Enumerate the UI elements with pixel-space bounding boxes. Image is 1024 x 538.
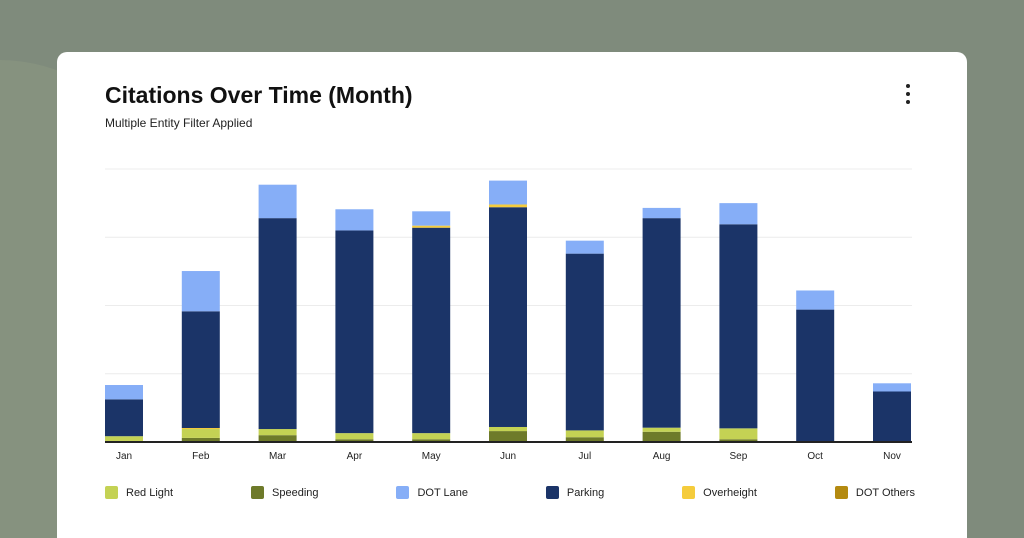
bar-dot-lane [489, 180, 527, 205]
legend-swatch [251, 486, 265, 499]
bar-dot-lane [719, 203, 758, 225]
legend-label: Red Light [126, 486, 174, 499]
bar-speeding [181, 437, 220, 442]
bar-speeding [719, 439, 758, 442]
bar-speeding [258, 435, 297, 442]
bar-speeding [412, 439, 451, 442]
legend-item[interactable]: Parking [545, 486, 605, 499]
legend-label: Overheight [703, 486, 757, 499]
legend-item[interactable]: DOT Others [834, 486, 915, 499]
chart-legend: Red Light Speeding DOT Lane Parking Overheig… [105, 486, 915, 499]
x-tick-label: Mar [269, 451, 287, 462]
bar-parking [258, 218, 297, 430]
x-tick-label: Jul [578, 451, 591, 462]
chart-card: Citations Over Time (Month) Multiple Ent… [57, 52, 967, 538]
bar-parking [796, 309, 835, 442]
x-tick-label: Nov [883, 451, 901, 462]
bar-red-light [181, 429, 220, 438]
legend-swatch [834, 486, 848, 499]
legend-swatch [545, 486, 559, 499]
x-tick-label: Oct [807, 451, 823, 462]
legend-item[interactable]: Speeding [251, 486, 319, 499]
bar-red-light [258, 429, 297, 436]
legend-swatch [396, 486, 410, 499]
legend-swatch [105, 486, 118, 499]
bar-red-light [565, 430, 604, 438]
legend-label: DOT Lane [417, 486, 468, 499]
x-tick-label: Sep [730, 451, 748, 462]
bar-dot-lane [335, 209, 374, 231]
chart-title: Citations Over Time (Month) [105, 82, 413, 108]
bar-parking [565, 253, 604, 431]
bar-parking [489, 207, 527, 427]
bar-dot-lane [565, 240, 604, 254]
chart-subtitle: Multiple Entity Filter Applied [105, 116, 253, 130]
x-tick-label: May [422, 451, 441, 462]
x-tick-label: Jan [116, 451, 132, 462]
bar-parking [105, 399, 143, 437]
bar-red-light [719, 428, 758, 440]
bar-dot-lane [105, 385, 143, 400]
chart-plot: Jan Feb Mar Apr May Jun Jul Aug Sep Oct Nov [105, 168, 912, 462]
kebab-vertical-icon[interactable] [901, 84, 915, 110]
bar-red-light [105, 436, 143, 441]
x-tick-label: Apr [347, 451, 363, 462]
bar-overheight [489, 204, 527, 208]
bar-parking [873, 391, 911, 442]
bar-red-light [335, 433, 374, 440]
legend-item[interactable]: Red Light [105, 486, 173, 499]
bar-dot-lane [642, 207, 681, 219]
bar-parking [412, 227, 451, 434]
bar-parking [335, 230, 374, 434]
x-tick-label: Feb [192, 451, 210, 462]
bar-speeding [565, 437, 604, 442]
x-tick-label: Aug [653, 451, 671, 462]
legend-label: DOT Others [855, 486, 915, 499]
x-tick-label: Jun [500, 451, 516, 462]
bar-dot-lane [796, 290, 835, 310]
bar-dot-lane [258, 184, 297, 219]
bar-speeding [489, 431, 527, 442]
bar-red-light [642, 427, 681, 432]
legend-item[interactable]: DOT Lane [396, 486, 468, 499]
legend-label: Parking [566, 486, 605, 499]
bar-dot-lane [181, 271, 220, 312]
bar-speeding [642, 431, 681, 442]
bar-speeding [335, 439, 374, 442]
bar-parking [719, 224, 758, 429]
bar-red-light [489, 426, 527, 432]
bar-dot-lane [873, 383, 911, 392]
bar-red-light [412, 433, 451, 440]
bar-parking [642, 218, 681, 428]
bar-overheight [412, 225, 451, 228]
legend-item[interactable]: Overheight [682, 486, 757, 499]
legend-label: Speeding [272, 486, 319, 499]
bar-dot-lane [412, 211, 451, 226]
legend-swatch [682, 486, 696, 499]
bar-overheight [181, 428, 220, 430]
bar-parking [181, 311, 220, 429]
